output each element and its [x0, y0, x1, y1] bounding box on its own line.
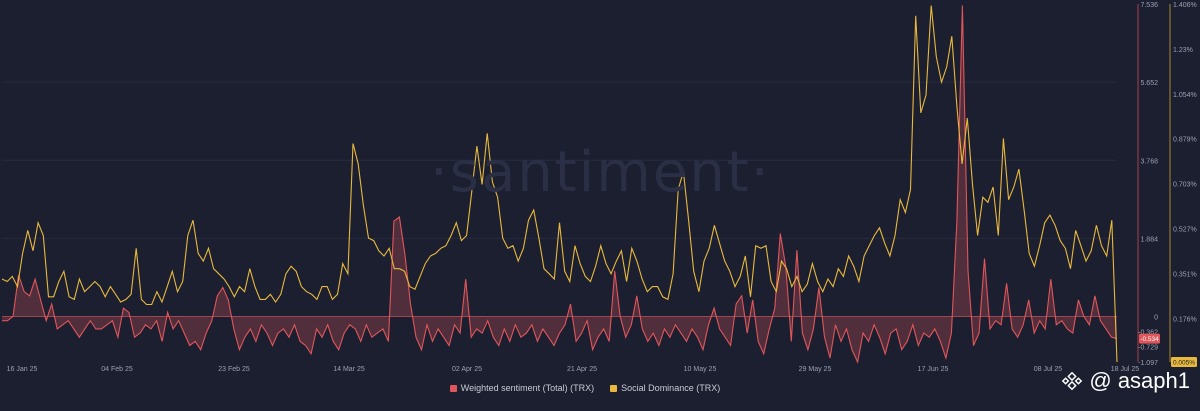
- chart-legend: Weighted sentiment (Total) (TRX) Social …: [0, 383, 1170, 393]
- credit-text: @ asaph1: [1089, 368, 1190, 393]
- x-tick-label: 10 May 25: [684, 366, 717, 373]
- left-tick-label: 5.652: [1140, 80, 1158, 87]
- x-tick-label: 08 Jul 25: [1034, 366, 1063, 373]
- legend-swatch-sentiment: [449, 384, 457, 392]
- x-tick-label: 23 Feb 25: [218, 366, 250, 373]
- left-tick-label: -0.729: [1138, 345, 1158, 352]
- legend-label-dominance: Social Dominance (TRX): [621, 383, 721, 393]
- author-credit: @ asaph1: [1061, 368, 1190, 394]
- right-tick-label: 1.406%: [1173, 2, 1197, 9]
- right-tick-label: 0.176%: [1173, 316, 1197, 323]
- x-tick-label: 14 Mar 25: [333, 366, 365, 373]
- dominance-current-badge: [1171, 357, 1197, 367]
- right-tick-label: 0.351%: [1173, 272, 1197, 279]
- right-tick-label: 0.879%: [1173, 137, 1197, 144]
- left-tick-label: 3.768: [1140, 158, 1158, 165]
- sentiment-current-value: -0.534: [1140, 336, 1159, 343]
- right-tick-label: 1.054%: [1173, 92, 1197, 99]
- left-tick-label: -0.362: [1138, 330, 1158, 337]
- x-tick-label: 21 Apr 25: [567, 366, 597, 373]
- sentiment-current-badge: [1139, 333, 1160, 344]
- sentiment-line: [2, 5, 1118, 364]
- x-tick-label: 18 Jul 25: [1111, 366, 1140, 373]
- left-tick-label: 1.884: [1140, 236, 1158, 243]
- left-tick-label: 0: [1154, 315, 1158, 322]
- santiment-watermark: ·santiment·: [430, 140, 771, 205]
- left-tick-label: -1.097: [1138, 360, 1158, 367]
- legend-swatch-dominance: [610, 384, 618, 392]
- x-tick-label: 02 Apr 25: [452, 366, 482, 373]
- legend-label-sentiment: Weighted sentiment (Total) (TRX): [460, 383, 595, 393]
- x-tick-label: 29 May 25: [799, 366, 832, 373]
- legend-item-dominance[interactable]: Social Dominance (TRX): [610, 383, 720, 393]
- dominance-current-value: 0.005%: [1173, 360, 1195, 367]
- right-tick-label: 0.703%: [1173, 182, 1197, 189]
- dominance-line: [1, 5, 1118, 363]
- binance-logo-icon: [1062, 371, 1083, 391]
- legend-item-sentiment[interactable]: Weighted sentiment (Total) (TRX): [449, 383, 595, 393]
- right-tick-label: 0.527%: [1173, 227, 1197, 234]
- x-tick-label: 04 Feb 25: [101, 366, 133, 373]
- right-tick-label: 1.23%: [1173, 47, 1193, 54]
- x-tick-label: 17 Jun 25: [918, 366, 949, 373]
- x-tick-label: 16 Jan 25: [7, 366, 38, 373]
- left-tick-label: 7.536: [1140, 2, 1158, 9]
